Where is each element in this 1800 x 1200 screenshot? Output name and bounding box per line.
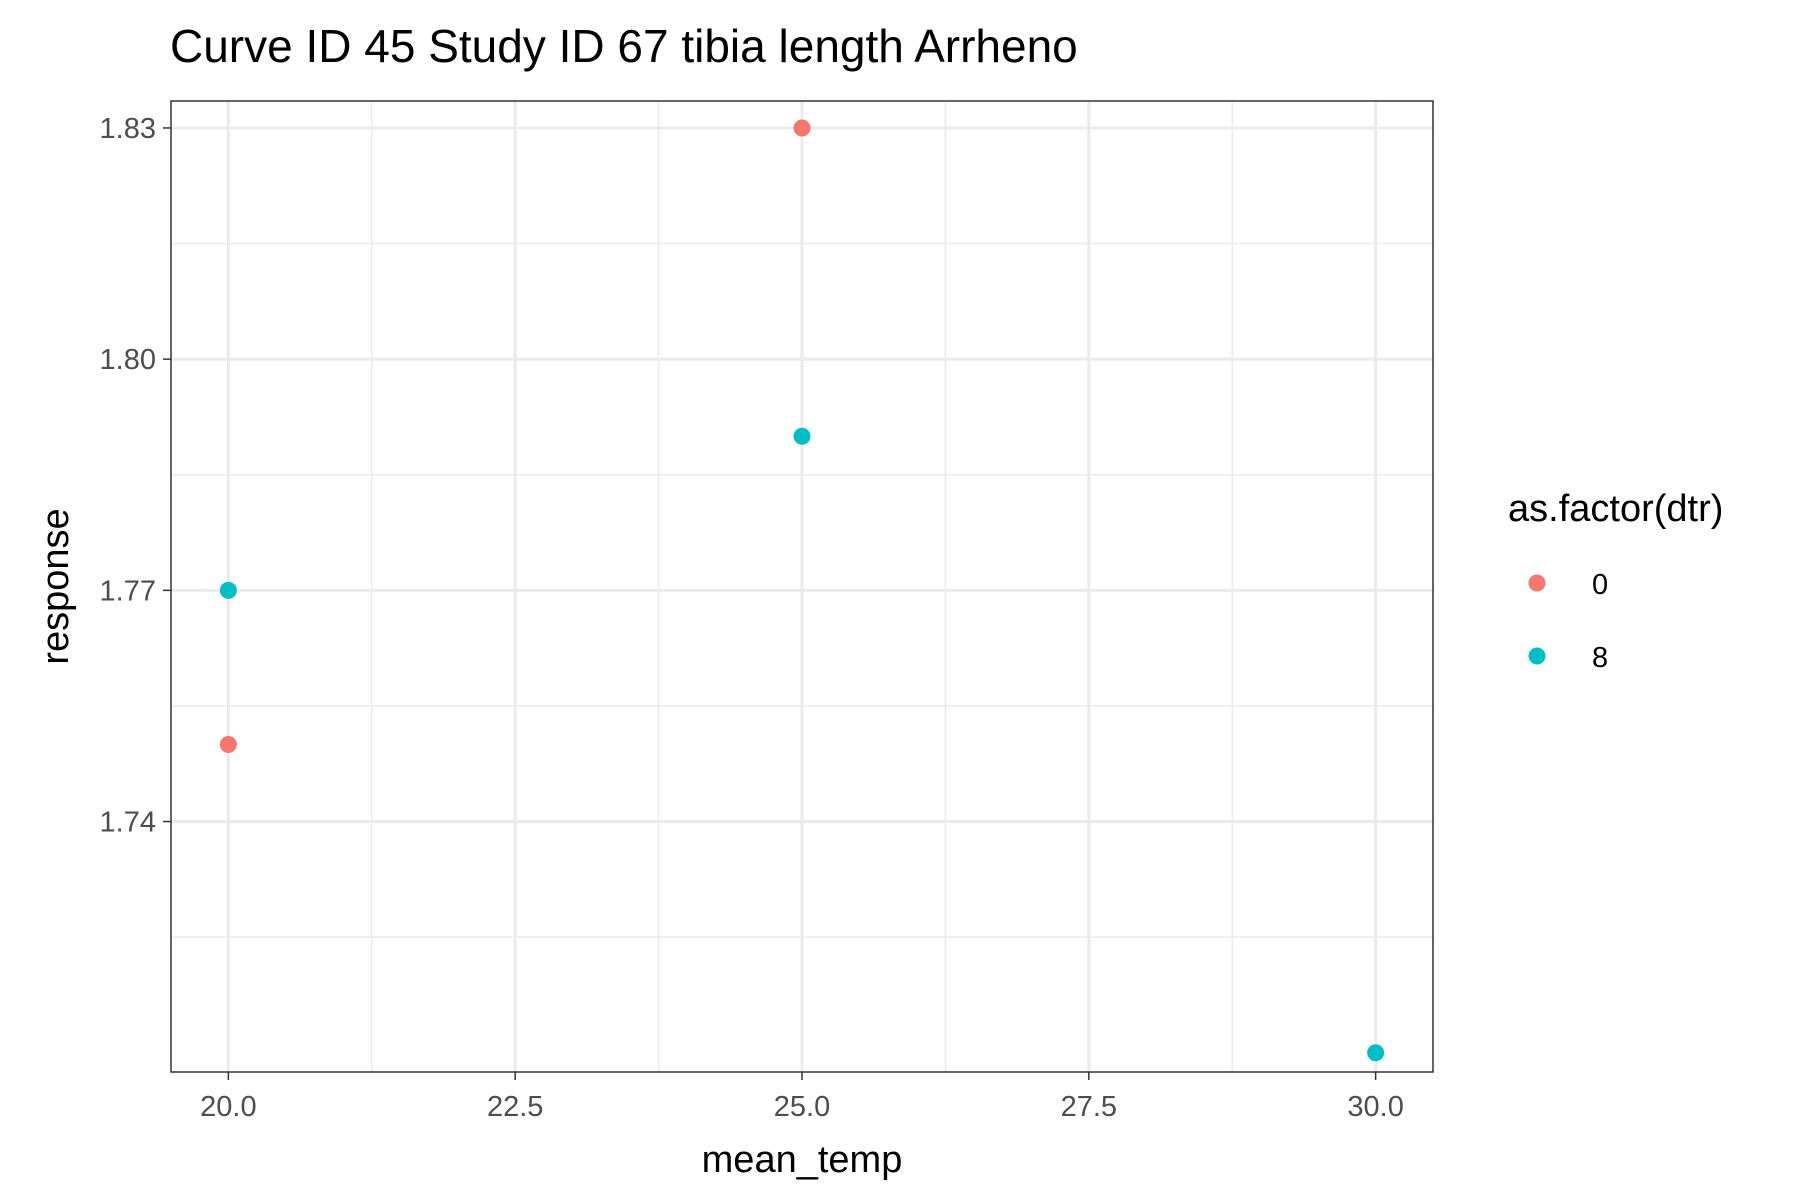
chart-title: Curve ID 45 Study ID 67 tibia length Arr… xyxy=(170,20,1078,72)
x-tick-label: 30.0 xyxy=(1347,1091,1403,1123)
y-tick-label: 1.77 xyxy=(100,575,156,607)
x-tick-label: 27.5 xyxy=(1061,1091,1117,1123)
legend-items: 08 xyxy=(1528,569,1608,674)
y-tick-label: 1.83 xyxy=(100,113,156,145)
major-gridlines xyxy=(171,101,1433,1072)
x-axis: 20.0 22.5 25.0 27.5 30.0 xyxy=(200,1072,1404,1123)
y-axis-title: response xyxy=(35,508,77,664)
legend-title: as.factor(dtr) xyxy=(1508,488,1723,530)
y-tick-label: 1.74 xyxy=(100,807,156,839)
data-point-series-0 xyxy=(793,119,811,137)
y-axis: 1.74 1.77 1.80 1.83 xyxy=(100,113,171,839)
legend-key-0 xyxy=(1528,574,1546,592)
data-point-series-8 xyxy=(793,427,811,445)
x-tick-label: 20.0 xyxy=(200,1091,256,1123)
legend: as.factor(dtr) 08 xyxy=(1508,488,1723,674)
legend-label-8: 8 xyxy=(1592,642,1608,674)
data-points xyxy=(219,119,1385,1062)
legend-key-8 xyxy=(1528,647,1546,665)
data-point-series-8 xyxy=(219,581,237,599)
data-point-series-0 xyxy=(219,735,237,753)
y-tick-label: 1.80 xyxy=(100,344,156,376)
x-tick-label: 22.5 xyxy=(487,1091,543,1123)
x-axis-title: mean_temp xyxy=(702,1139,903,1181)
x-tick-label: 25.0 xyxy=(774,1091,830,1123)
legend-label-0: 0 xyxy=(1592,569,1608,601)
data-point-series-8 xyxy=(1367,1044,1385,1062)
plot-panel xyxy=(170,100,1434,1073)
